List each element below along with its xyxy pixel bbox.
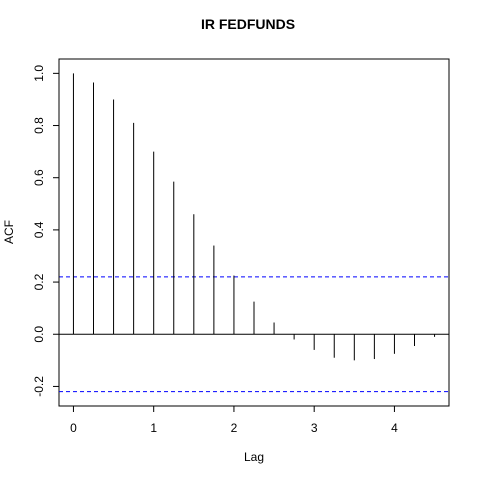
acf-bars xyxy=(72,73,436,361)
y-tick-label: 0.6 xyxy=(32,169,46,186)
x-axis: 0 1 2 3 4 xyxy=(70,405,398,435)
y-axis-label: ACF xyxy=(2,220,16,244)
y-tick-label: 1.0 xyxy=(32,65,46,82)
x-axis-label: Lag xyxy=(244,450,264,464)
y-tick-label: 0.8 xyxy=(32,117,46,134)
y-tick-label: 0.2 xyxy=(32,273,46,290)
y-tick-label: -0.2 xyxy=(32,376,46,397)
confidence-band xyxy=(59,276,449,393)
x-tick-label: 1 xyxy=(150,421,157,435)
x-tick-label: 2 xyxy=(231,421,238,435)
y-tick-label: 0.4 xyxy=(32,221,46,238)
x-tick-label: 3 xyxy=(311,421,318,435)
y-axis: -0.2 0.0 0.2 0.4 0.6 0.8 1.0 xyxy=(32,65,60,397)
chart-title: IR FEDFUNDS xyxy=(201,16,295,32)
x-tick-label: 4 xyxy=(391,421,398,435)
y-tick-label: 0.0 xyxy=(32,326,46,343)
x-tick-label: 0 xyxy=(70,421,77,435)
plot-frame xyxy=(58,58,450,407)
